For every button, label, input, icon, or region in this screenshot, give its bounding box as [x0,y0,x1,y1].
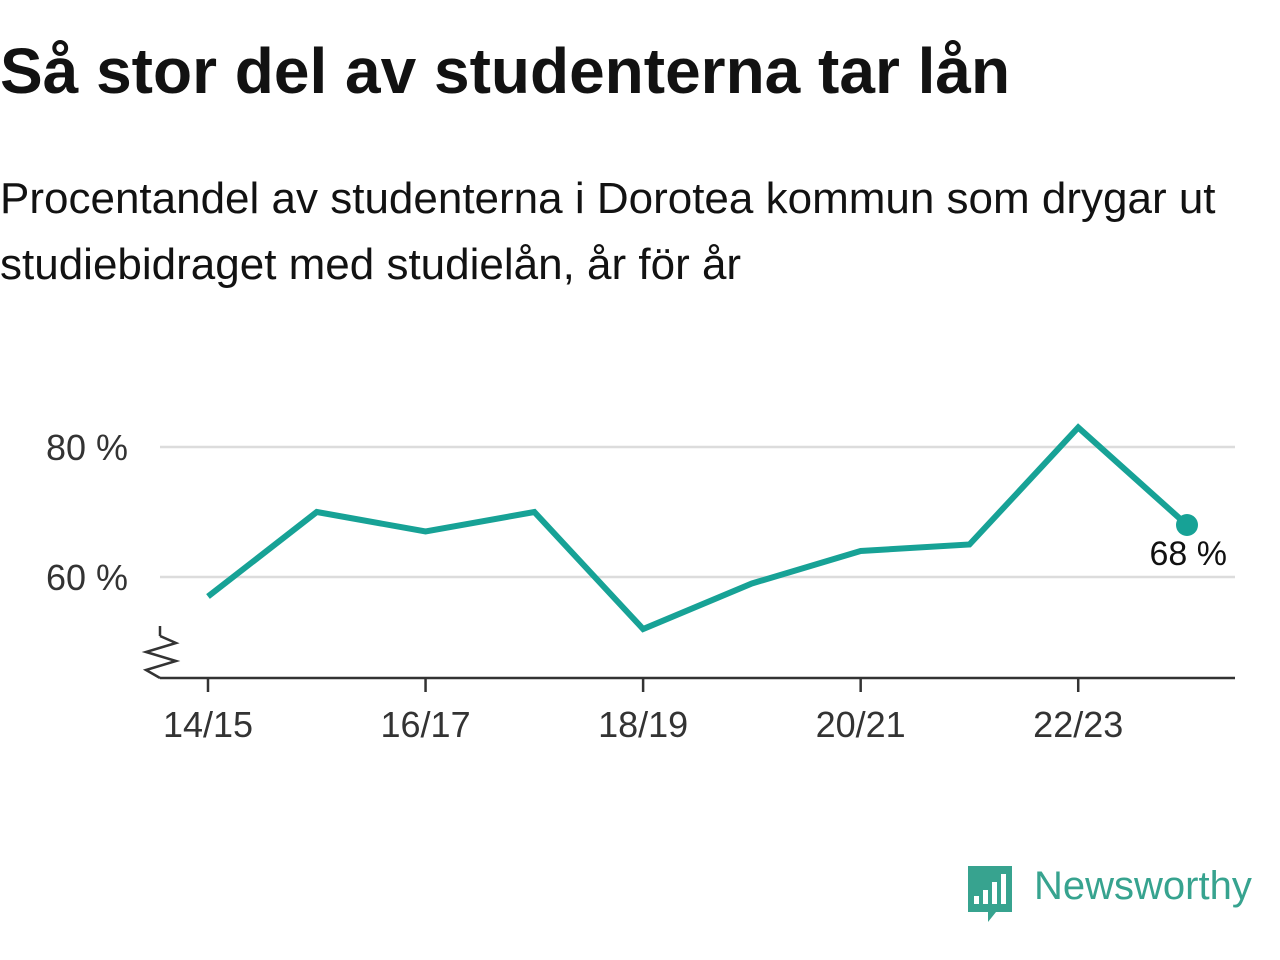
axis-break-zigzag [141,634,181,680]
x-tick-label: 18/19 [598,704,688,745]
last-point-marker [1176,514,1198,536]
x-tick-label: 16/17 [381,704,471,745]
x-axis-ticks: 14/15 16/17 18/19 20/21 22/23 [163,678,1123,745]
last-value-label: 68 % [1150,535,1228,573]
brand-name: Newsworthy [1034,864,1252,908]
y-axis-ticks: 60 % 80 % [46,427,128,598]
x-tick-label: 22/23 [1033,704,1123,745]
newsworthy-bar-chart-badge-icon [968,866,1012,922]
y-tick-label: 60 % [46,557,128,598]
series-line [206,423,1190,633]
series: 68 % [206,423,1228,633]
chart-title: Så stor del av studenterna tar lån [0,35,1011,107]
chart-subtitle: Procentandel av studenterna i Dorotea ko… [0,174,1216,289]
x-tick-label: 20/21 [816,704,906,745]
gridlines [160,445,1235,579]
axes [141,626,1235,680]
x-tick-label: 14/15 [163,704,253,745]
y-tick-label: 80 % [46,427,128,468]
newsworthy-logo: Newsworthy [964,864,1276,928]
